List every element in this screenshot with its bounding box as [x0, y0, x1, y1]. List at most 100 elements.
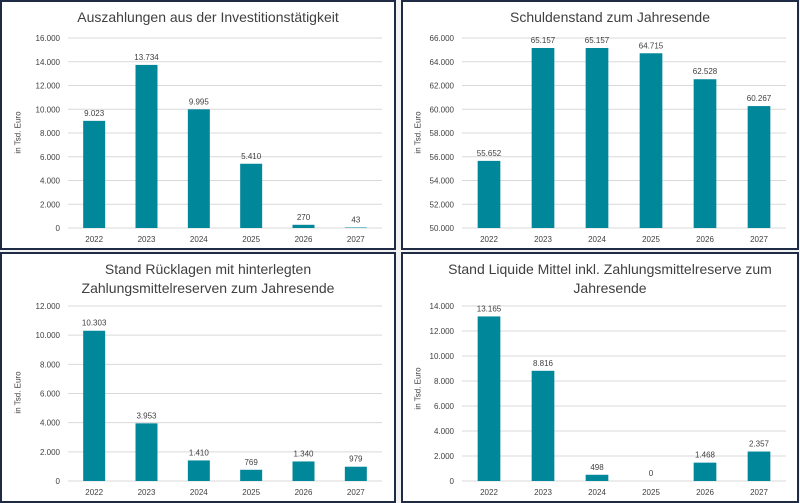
- data-label: 13.165: [477, 304, 502, 313]
- bar-2022: [83, 120, 106, 228]
- data-label: 1.410: [189, 448, 210, 457]
- y-tick-label: 52.000: [430, 200, 455, 209]
- bar-2025: [240, 469, 263, 481]
- x-tick-label: 2022: [480, 235, 498, 244]
- chart-title-line-2: Jahresende: [573, 280, 647, 296]
- y-tick-label: 4.000: [434, 427, 455, 436]
- y-tick-label: 12.000: [36, 82, 61, 91]
- data-label: 1.468: [695, 451, 716, 460]
- data-label: 55.652: [477, 149, 502, 158]
- x-tick-label: 2023: [534, 235, 552, 244]
- x-tick-label: 2027: [347, 488, 365, 497]
- data-label: 1.340: [293, 449, 314, 458]
- data-label: 9.995: [189, 97, 210, 106]
- x-tick-label: 2027: [347, 235, 365, 244]
- bar-2023: [531, 370, 555, 481]
- y-tick-label: 60.000: [430, 105, 455, 114]
- y-tick-label: 0: [56, 477, 61, 486]
- bar-2022: [477, 160, 501, 228]
- bar-2026: [693, 462, 717, 481]
- chart-title-line-1: Stand Liquide Mittel inkl. Zahlungsmitte…: [448, 261, 772, 277]
- x-tick-label: 2023: [534, 488, 552, 497]
- data-label: 9.023: [84, 109, 105, 118]
- bar-2027: [344, 227, 367, 228]
- x-tick-label: 2024: [190, 235, 208, 244]
- chart-svg: 0 2.000 4.000 6.000 8.000 10.000 12.000 10.303 2…: [36, 302, 382, 497]
- x-tick-label: 2026: [295, 235, 313, 244]
- x-tick-label: 2026: [696, 235, 714, 244]
- data-label: 3.953: [136, 411, 157, 420]
- chart-panel-ruecklagen: Stand Rücklagen mit hinterlegten Zahlung…: [0, 252, 396, 503]
- x-tick-label: 2024: [190, 488, 208, 497]
- data-label: 769: [244, 458, 258, 467]
- x-tick-label: 2026: [295, 488, 313, 497]
- y-tick-label: 0: [56, 224, 61, 233]
- y-tick-label: 2.000: [40, 448, 61, 457]
- x-tick-label: 2027: [750, 235, 768, 244]
- y-tick-label: 10.000: [36, 105, 61, 114]
- bar-2025: [240, 163, 263, 228]
- y-tick-label: 12.000: [430, 327, 455, 336]
- y-tick-label: 62.000: [430, 82, 455, 91]
- y-tick-label: 16.000: [36, 34, 61, 43]
- y-tick-label: 2.000: [40, 200, 61, 209]
- x-tick-label: 2023: [138, 235, 156, 244]
- y-tick-label: 8.000: [434, 377, 455, 386]
- data-label: 43: [351, 215, 360, 224]
- data-label: 270: [297, 213, 311, 222]
- chart-panel-investitionen: Auszahlungen aus der Investitionstätigke…: [0, 0, 396, 250]
- bar-2026: [693, 79, 717, 228]
- x-tick-label: 2022: [85, 235, 103, 244]
- y-tick-label: 8.000: [40, 129, 61, 138]
- chart-panel-liquide-mittel: Stand Liquide Mittel inkl. Zahlungsmitte…: [401, 252, 799, 503]
- bar-2026: [292, 461, 315, 481]
- data-label: 5.410: [241, 152, 262, 161]
- y-tick-label: 2.000: [434, 452, 455, 461]
- x-tick-label: 2025: [242, 235, 260, 244]
- y-tick-label: 10.000: [36, 331, 61, 340]
- x-tick-label: 2025: [642, 488, 660, 497]
- bar-2027: [747, 106, 771, 228]
- y-tick-label: 14.000: [430, 302, 455, 311]
- data-label: 498: [590, 463, 604, 472]
- bar-2026: [292, 224, 315, 228]
- x-tick-label: 2024: [588, 235, 606, 244]
- chart-svg: 50.000 52.000 54.000 56.000 58.000 60.000 62.0…: [430, 34, 786, 244]
- x-tick-label: 2023: [138, 488, 156, 497]
- chart-panel-schuldenstand: Schuldenstand zum Jahresende in Tsd. Eur…: [401, 0, 799, 250]
- bar-2022: [83, 330, 106, 481]
- x-tick-label: 2025: [642, 235, 660, 244]
- chart-svg: 0 2.000 4.000 6.000 8.000 10.000 12.000 14.000 1…: [430, 302, 786, 497]
- data-label: 65.157: [585, 36, 610, 45]
- data-label: 2.357: [749, 440, 770, 449]
- bar-2023: [531, 48, 555, 229]
- y-tick-label: 0: [450, 477, 455, 486]
- y-tick-label: 6.000: [434, 402, 455, 411]
- bar-2024: [187, 460, 210, 481]
- y-tick-label: 54.000: [430, 177, 455, 186]
- x-tick-label: 2025: [242, 488, 260, 497]
- y-tick-label: 66.000: [430, 34, 455, 43]
- y-tick-label: 14.000: [36, 58, 61, 67]
- y-tick-label: 6.000: [40, 390, 61, 399]
- bar-2023: [135, 64, 158, 228]
- y-tick-label: 4.000: [40, 177, 61, 186]
- bar-2024: [585, 474, 609, 481]
- bar-2024: [585, 48, 609, 229]
- data-label: 979: [349, 455, 363, 464]
- bar-2022: [477, 316, 501, 481]
- data-label: 13.734: [134, 53, 159, 62]
- bar-2023: [135, 423, 158, 481]
- x-tick-label: 2027: [750, 488, 768, 497]
- y-tick-label: 50.000: [430, 224, 455, 233]
- bar-2027: [747, 451, 771, 481]
- data-label: 62.528: [693, 67, 718, 76]
- y-tick-label: 6.000: [40, 153, 61, 162]
- data-label: 0: [649, 469, 654, 478]
- bar-2025: [639, 53, 663, 229]
- chart-title: Stand Liquide Mittel inkl. Zahlungsmitte…: [433, 260, 787, 298]
- data-label: 60.267: [747, 94, 772, 103]
- x-tick-label: 2022: [480, 488, 498, 497]
- chart-title: Stand Rücklagen mit hinterlegten Zahlung…: [32, 260, 384, 298]
- x-tick-label: 2024: [588, 488, 606, 497]
